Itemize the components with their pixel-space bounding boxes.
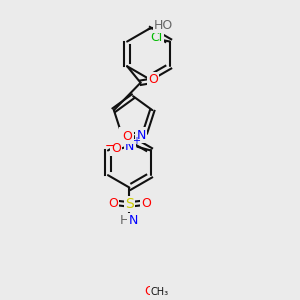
Text: S: S [125, 197, 134, 211]
Text: CH₃: CH₃ [151, 286, 169, 297]
Text: O: O [148, 73, 158, 86]
Text: HO: HO [154, 19, 173, 32]
Text: N: N [136, 128, 146, 142]
Text: O: O [123, 130, 133, 143]
Text: −: − [105, 140, 116, 153]
Text: O: O [111, 142, 121, 155]
Text: N: N [128, 214, 138, 227]
Text: +: + [132, 136, 140, 146]
Text: O: O [108, 197, 118, 210]
Text: H: H [119, 214, 129, 227]
Text: O: O [141, 197, 151, 210]
Text: N: N [125, 140, 134, 153]
Text: N: N [120, 128, 130, 142]
Text: Cl: Cl [150, 31, 163, 44]
Text: O: O [145, 285, 154, 298]
